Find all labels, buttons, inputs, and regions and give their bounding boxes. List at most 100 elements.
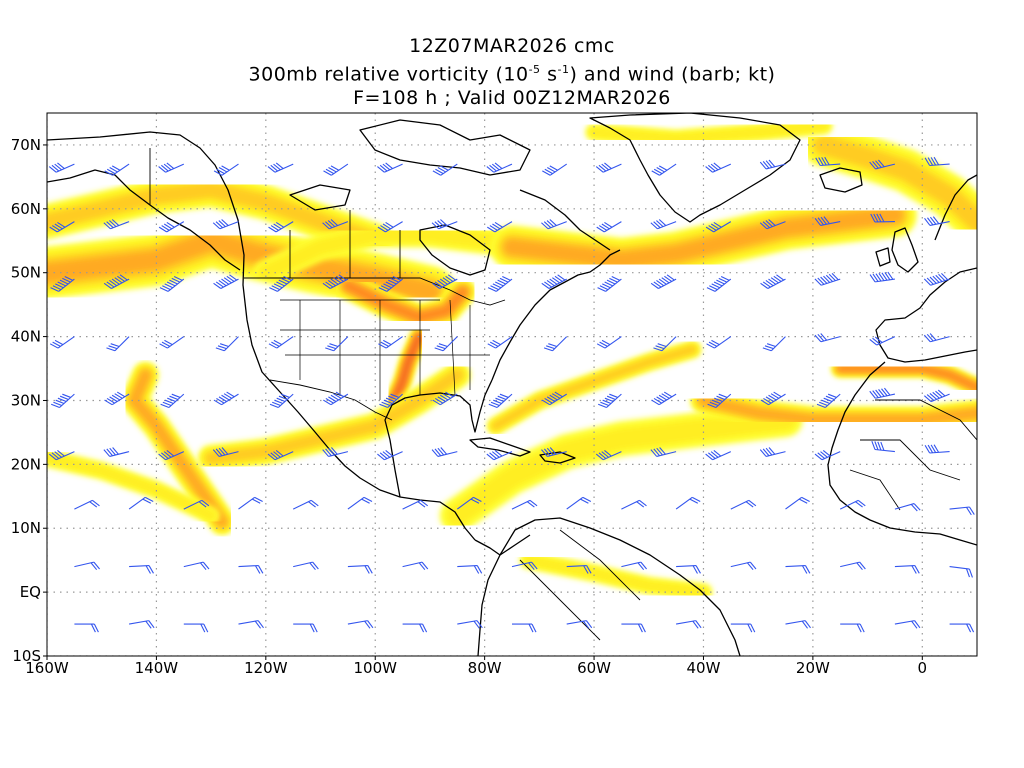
wind-barb [676,620,702,629]
wind-barb [621,561,648,571]
vort-band-subtropical-jet [205,369,464,464]
wind-barb [457,565,483,574]
title-line-3: F=108 h ; Valid 00Z12MAR2026 [353,87,671,110]
lon-tick-label: 160W [25,659,69,677]
wind-barb [760,274,786,289]
coast-cuba [469,437,531,457]
wind-barb [596,221,622,233]
wind-barb [104,391,130,406]
border-sa [519,529,641,641]
wind-barb [566,565,592,574]
wind-barb [377,449,403,461]
wind-barb [103,274,130,289]
wind-barb [894,503,921,512]
wind-barb [129,565,154,574]
states [280,299,490,400]
title-line-2-pre: 300mb relative vorticity (10 [248,63,529,86]
coast-africa [827,361,977,546]
wind-barb [621,499,647,510]
wind-barb [103,447,130,457]
wind-barb [129,620,155,629]
coast-hispaniola [539,451,576,464]
lat-tick-label: 10N [11,519,41,537]
wind-barb [160,393,185,408]
wind-barb [707,393,732,408]
coast-sa-west [477,554,501,656]
wind-barb [323,391,349,406]
wind-barb [541,274,567,289]
wind-barb [705,162,732,173]
lon-tick-label: 80W [468,659,502,677]
wind-barb [434,336,458,352]
wind-barb [238,620,264,629]
lat-tick-label: EQ [20,583,41,601]
wind-barb [759,219,786,230]
wind-barb [840,623,865,633]
title-line-2-mid: s [540,63,558,86]
wind-barb [923,333,950,343]
vort-band-plains-trough [389,334,422,409]
wind-barb [378,275,403,292]
wind-barb [676,565,701,574]
wind-barb [183,499,210,510]
wind-barb [705,221,732,233]
wind-barb [322,447,349,457]
wind-barb [596,336,622,349]
wind-barb [159,275,185,292]
lat-tick-label: 70N [11,136,41,154]
wind-barb [705,449,732,461]
wind-barb [347,496,373,510]
lat-tick-label: 50N [11,264,41,282]
wind-barb [103,219,130,230]
wind-barb [267,449,294,461]
wind-barb [267,162,294,173]
vort-band-africa-jet [698,395,977,425]
vort-band-atlantic-north-jet [504,207,903,268]
axis-labels: 160W 140W 120W 100W 80W 60W 40W 20W 0 70N 60N 50N 40… [11,136,927,677]
wind-barb [924,444,950,454]
coast-south-america [499,517,741,656]
coast-iceland [819,167,863,193]
wind-barb [377,162,403,173]
wind-barb [541,219,567,230]
coast-arctic-2 [289,184,351,211]
wind-barb [486,162,513,173]
wind-barb [814,216,841,226]
wind-barb [869,271,895,283]
wind-barb [595,449,622,461]
wind-barb [238,565,264,574]
wind-barb [924,216,950,226]
wind-barb [760,391,786,406]
wind-barbs [48,156,975,633]
wind-barb [785,620,811,629]
wind-barb [650,447,677,457]
wind-barb [762,336,786,352]
wind-barb [869,387,896,399]
wind-barb [541,391,567,406]
wind-barb [106,336,130,352]
coast-ireland [875,247,891,267]
vort-band-gulf-alaska-arc [47,181,383,249]
wind-barb [158,449,185,461]
coast-gulf [384,379,493,498]
wind-barb [870,213,895,223]
title-line-2: 300mb relative vorticity (10-5 s-1) and … [0,58,1024,86]
lon-tick-label: 60W [577,659,611,677]
title-line-2-post: ) and wind (barb; kt) [569,63,776,86]
wind-barb [511,499,538,510]
wind-barb [432,391,458,406]
wind-barb [542,163,568,176]
coast-europe [875,267,977,363]
wind-barb [159,336,185,349]
wind-barb [566,496,592,510]
wind-barb [432,274,458,289]
wind-barb [815,156,841,167]
vort-band-greenland-east [814,135,977,232]
lon-tick-label: 20W [796,659,830,677]
wind-barb [456,496,482,510]
wind-barb [74,499,100,510]
vort-band-atlantic-subtropical [491,345,697,430]
wind-barb [347,565,373,574]
coast-labrador [519,189,611,251]
